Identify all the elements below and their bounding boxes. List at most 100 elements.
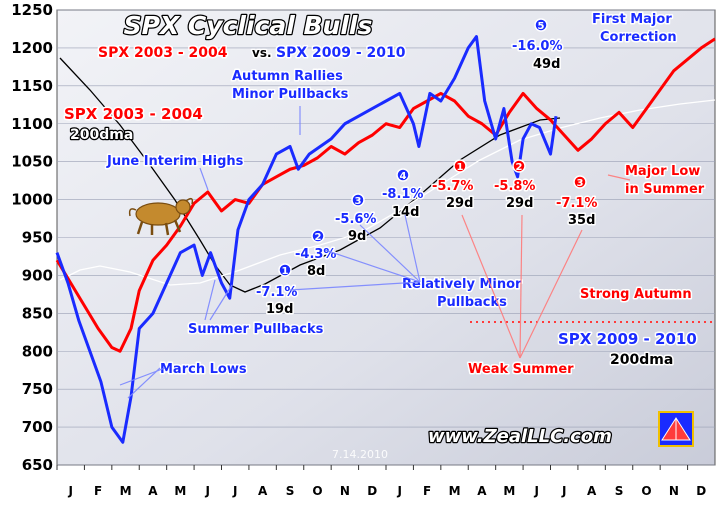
ann-correction: Correction <box>600 30 677 45</box>
pullback-blue-4-num: 4 <box>400 171 407 182</box>
y-tick-label: 1150 <box>11 77 53 95</box>
x-tick-label: J <box>205 484 210 498</box>
x-tick-label: A <box>148 484 158 498</box>
pointer-arrows <box>119 106 421 399</box>
pullback-blue-1-days: 19d <box>266 302 293 317</box>
y-tick-label: 1100 <box>11 115 53 133</box>
y-tick-label: 700 <box>22 418 53 436</box>
y-axis: 650 700 750 800 850 900 950 1000 1050 1100 1150 120… <box>11 1 53 474</box>
pullback-blue-2-num: 2 <box>315 232 322 243</box>
legend-2003: SPX 2003 - 2004 <box>64 105 203 123</box>
pullback-red-1-num: 1 <box>457 162 464 173</box>
watermark: www.ZealLLC.com <box>428 426 612 447</box>
pullback-red-3: 3 -7.1% 35d <box>555 175 599 230</box>
subtitle-left: SPX 2003 - 2004 <box>98 45 228 61</box>
y-tick-label: 1200 <box>11 39 53 57</box>
pullback-blue-3-days: 9d <box>348 229 366 244</box>
x-tick-label: M <box>120 484 132 498</box>
pullback-blue-3-pct: -5.6% <box>335 212 376 227</box>
x-tick-label: D <box>367 484 377 498</box>
ann-first-major: First Major <box>592 12 672 27</box>
x-tick-label: F <box>94 484 102 498</box>
pullback-blue-2-pct: -4.3% <box>295 247 336 262</box>
pullback-blue-5-days: 49d <box>533 57 560 72</box>
ann-major-low: Major Low <box>625 164 700 179</box>
pullback-blue-1-num: 1 <box>282 266 289 277</box>
pullback-red-3-days: 35d <box>568 213 595 228</box>
zeal-logo <box>658 411 694 447</box>
x-tick-label: D <box>696 484 706 498</box>
x-tick-label: N <box>340 484 350 498</box>
x-tick-label: M <box>503 484 515 498</box>
pointer-arrows-red <box>461 174 631 359</box>
pullback-blue-1: 1 -7.1% 19d <box>255 263 299 319</box>
pullback-blue-4-days: 14d <box>392 205 419 220</box>
ann-summer-pullbacks: Summer Pullbacks <box>188 322 324 337</box>
x-tick-label: M <box>449 484 461 498</box>
subtitle-vs: vs. <box>252 46 272 60</box>
pullback-red-3-num: 3 <box>577 178 584 189</box>
ann-autumn-rallies: Autumn Rallies <box>232 69 343 84</box>
x-tick-label: O <box>641 484 651 498</box>
x-tick-label: J <box>534 484 539 498</box>
series-line-2003-2004 <box>55 37 716 353</box>
ann-minor-pullbacks: Minor Pullbacks <box>232 87 349 102</box>
y-tick-label: 850 <box>22 304 53 322</box>
x-tick-label: J <box>67 484 72 498</box>
pullback-blue-1-pct: -7.1% <box>256 285 297 300</box>
ann-march-lows: March Lows <box>160 362 247 377</box>
ann-in-summer: in Summer <box>625 182 705 197</box>
y-tick-label: 950 <box>22 229 53 247</box>
x-tick-label: F <box>423 484 431 498</box>
y-tick-label: 1250 <box>11 1 53 19</box>
dma-2009-line <box>59 99 716 286</box>
dma-2009-label: 200dma <box>610 352 673 368</box>
y-tick-label: 1050 <box>11 153 53 171</box>
pullback-red-1-days: 29d <box>446 196 473 211</box>
y-tick-label: 1000 <box>11 191 53 209</box>
pullback-red-2-days: 29d <box>506 196 533 211</box>
series-line-2009-2010 <box>55 35 558 444</box>
x-tick-label: S <box>286 484 295 498</box>
y-tick-label: 800 <box>22 342 53 360</box>
subtitle-right: SPX 2009 - 2010 <box>276 45 406 61</box>
chart-title: SPX Cyclical Bulls <box>124 11 373 40</box>
x-tick-label: M <box>174 484 186 498</box>
pullback-red-2: 2 -5.8% 29d <box>493 159 537 213</box>
pullback-red-1-pct: -5.7% <box>432 179 473 194</box>
pullback-red-1: 1 -5.7% 29d <box>431 159 475 213</box>
x-tick-label: S <box>615 484 624 498</box>
pullback-blue-3-num: 3 <box>355 196 362 207</box>
x-tick-label: A <box>258 484 268 498</box>
y-tick-label: 650 <box>22 456 53 474</box>
series-layer <box>55 35 716 444</box>
x-tick-label: J <box>396 484 401 498</box>
x-tick-label: O <box>312 484 322 498</box>
ann-june-interim-highs: June Interim Highs <box>106 154 244 169</box>
x-tick-label: A <box>477 484 487 498</box>
legend-2009: SPX 2009 - 2010 <box>558 330 697 348</box>
ann-strong-autumn: Strong Autumn <box>580 287 692 302</box>
pullback-red-3-pct: -7.1% <box>556 196 597 211</box>
ann-weak-summer: Weak Summer <box>468 362 574 377</box>
pullback-blue-3: 3 -5.6% 9d <box>334 193 378 246</box>
ann-pullbacks: Pullbacks <box>437 295 507 310</box>
pullback-blue-2-days: 8d <box>307 264 325 279</box>
pullback-blue-5-num: 5 <box>538 21 545 32</box>
x-tick-label: N <box>669 484 679 498</box>
dma-2003-label: 200dma <box>70 127 133 143</box>
x-tick-label: A <box>587 484 597 498</box>
y-tick-label: 750 <box>22 380 53 398</box>
bull-icon <box>128 197 194 236</box>
y-tick-label: 900 <box>22 266 53 284</box>
pullback-blue-5: 5 -16.0% 49d <box>511 18 564 74</box>
pullback-blue-5-pct: -16.0% <box>512 39 563 54</box>
dma-2003-line <box>59 57 561 293</box>
x-tick-label: J <box>561 484 566 498</box>
pullback-blue-4-pct: -8.1% <box>382 187 423 202</box>
pullback-blue-4: 4 -8.1% 14d <box>381 168 425 222</box>
pullback-red-2-num: 2 <box>516 162 523 173</box>
